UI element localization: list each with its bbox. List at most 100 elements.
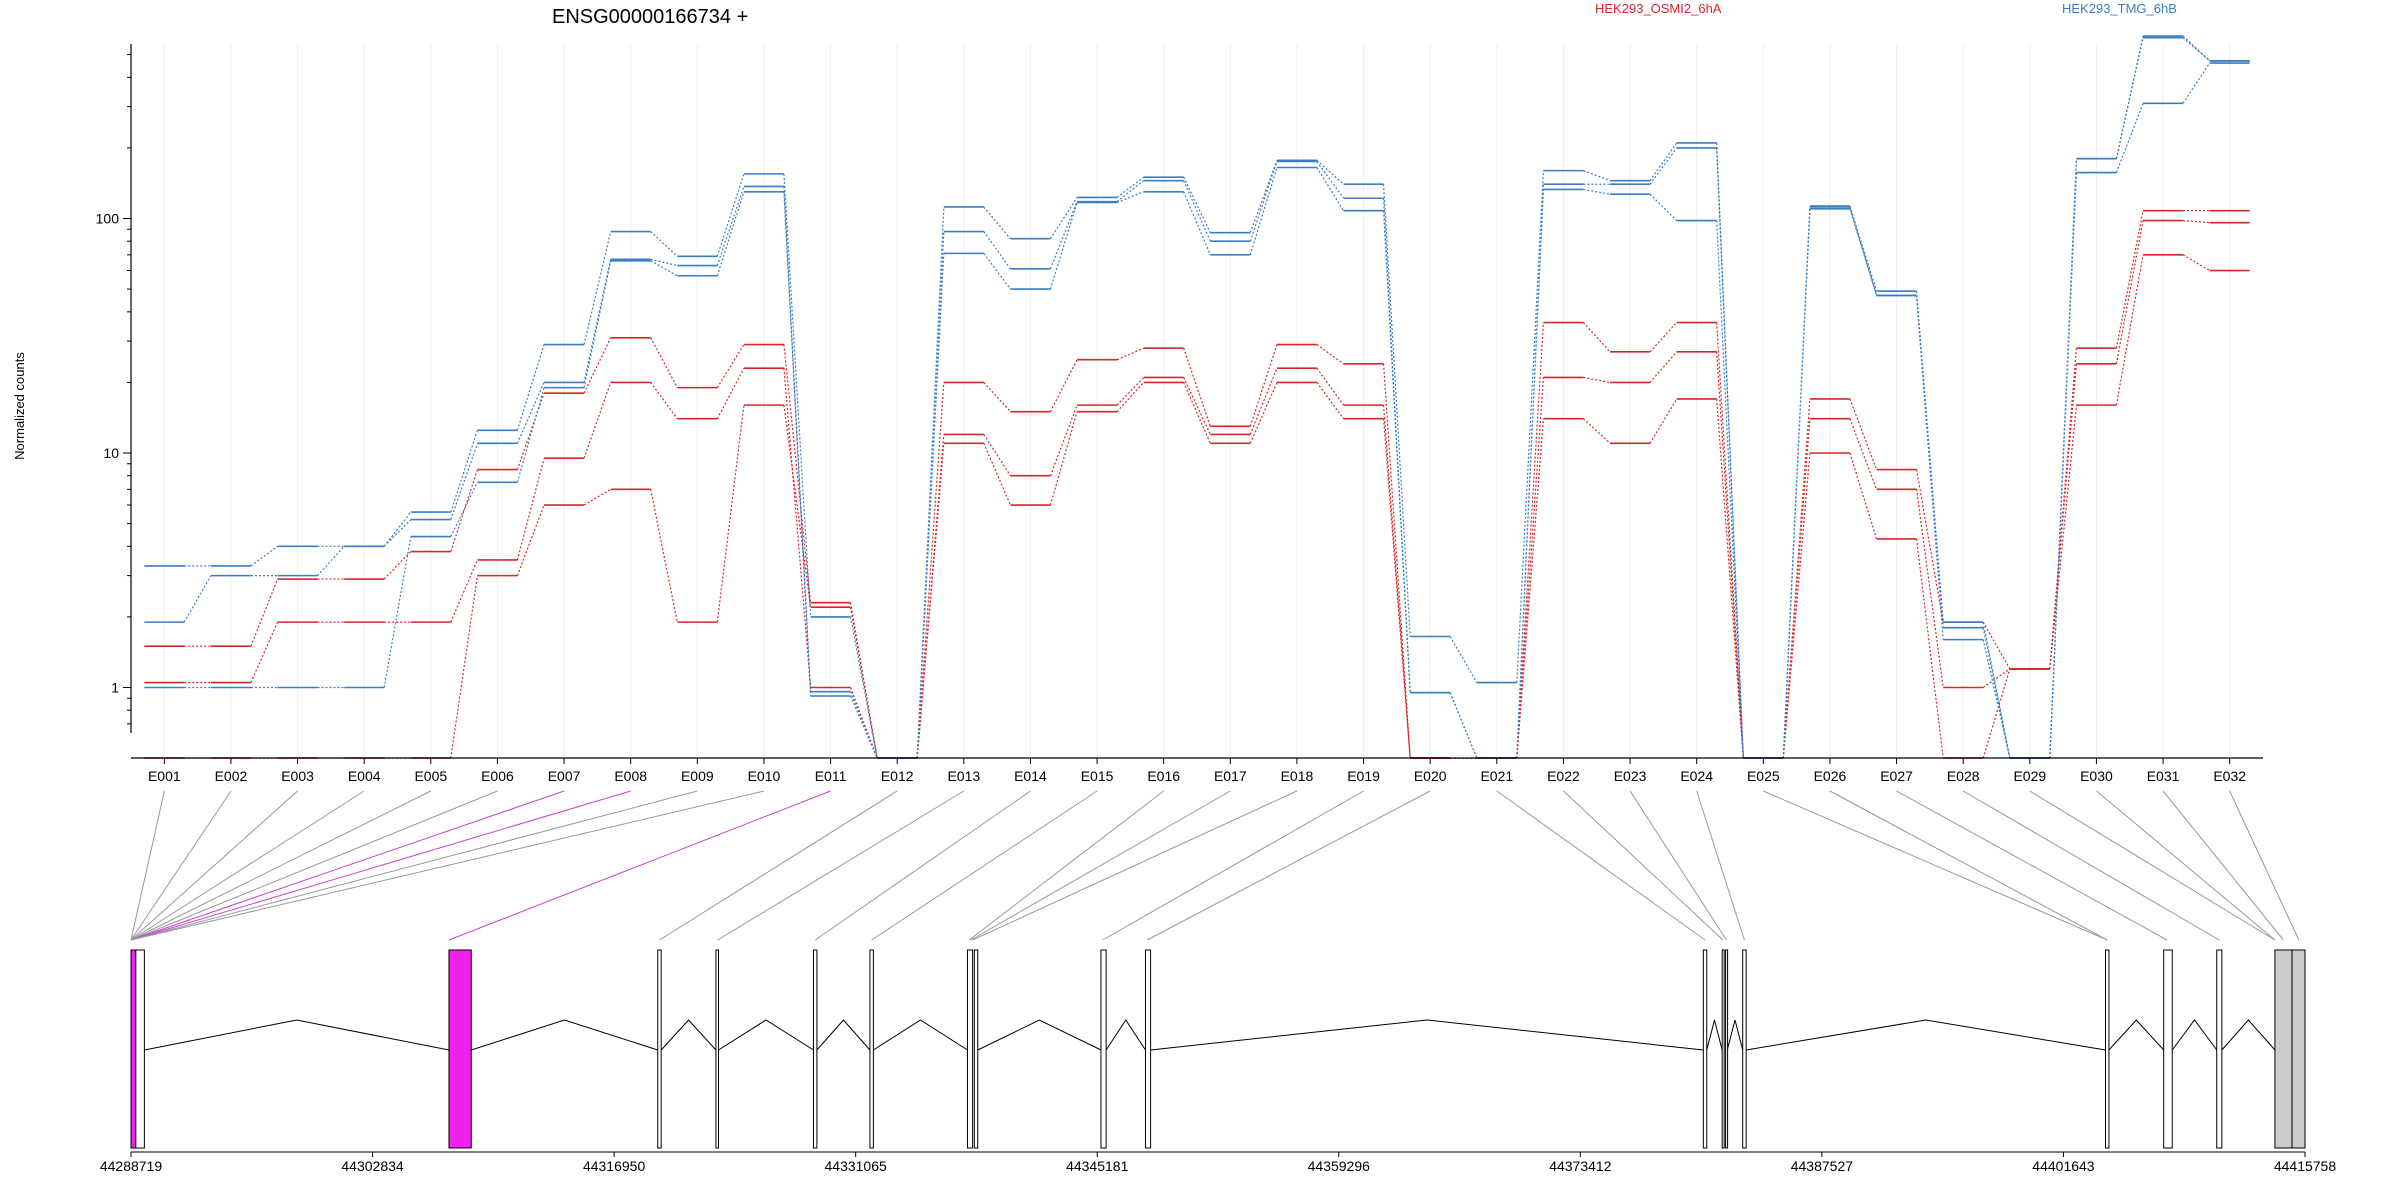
series-connector-segment [1249, 160, 1278, 233]
series-connector-segment [1116, 382, 1145, 413]
series-connector-segment [1516, 322, 1545, 759]
coord-tick-label: 44345181 [1066, 1158, 1129, 1174]
series-connector-segment [1316, 161, 1345, 199]
series-connector-segment [516, 387, 545, 483]
x-tick-label: E016 [1147, 768, 1180, 784]
exon-block [448, 949, 472, 1149]
series-connector-segment [1382, 184, 1411, 637]
series-connector-segment [1382, 418, 1411, 759]
series-connector-segment [2049, 158, 2078, 759]
exon-connector-line [130, 790, 298, 941]
series-connector-segment [783, 368, 812, 688]
exon-block [966, 949, 974, 1149]
series-connector-segment [1316, 167, 1345, 211]
exon-block [973, 949, 979, 1149]
series-connector-segment [1249, 161, 1278, 242]
exon-block [812, 949, 818, 1149]
series-connector-segment [1449, 636, 1478, 683]
x-tick-label: E012 [881, 768, 914, 784]
series-4 [144, 62, 2250, 759]
series-connector-segment [2049, 348, 2078, 669]
series-connector-segment [2115, 254, 2144, 406]
exon-block [2274, 949, 2293, 1149]
x-tick-label: E002 [215, 768, 248, 784]
series-connector-segment [1716, 220, 1744, 759]
exon-block [1144, 949, 1152, 1149]
series-connector-segment [1316, 159, 1344, 185]
series-connector-segment [1049, 197, 1078, 240]
series-connector-segment [583, 259, 612, 383]
exon-block [1742, 949, 1747, 1149]
series-connector-segment [1849, 208, 1878, 296]
exon-connector-line [2229, 790, 2300, 941]
exon-connector-line [448, 790, 831, 941]
y-tick-label: 100 [96, 211, 120, 227]
x-tick-label: E023 [1614, 768, 1647, 784]
series-connector-segment [1183, 176, 1211, 233]
series-connector-segment [1249, 167, 1278, 255]
series-connector-segment [1649, 193, 1678, 221]
series-connector-segment [516, 392, 545, 470]
series-6 [144, 35, 2250, 759]
series-connector-segment [1249, 367, 1278, 435]
series-connector-segment [1849, 206, 1878, 296]
series-connector-segment [849, 691, 878, 759]
series-connector-segment [1183, 382, 1211, 444]
chart-title: ENSG00000166734 + [552, 6, 748, 28]
exon-connector-lines [130, 790, 2300, 941]
series-connector-segment [250, 621, 279, 683]
exon-block [2291, 949, 2306, 1149]
series-connector-segment [1049, 404, 1078, 476]
series-connector-segment [383, 536, 412, 688]
exon-connector-line [130, 790, 165, 941]
series-connector-segment [916, 382, 945, 759]
exon-block [2104, 949, 2110, 1149]
exon-block [1702, 949, 1708, 1149]
series-connector-segment [1915, 538, 1944, 759]
series-connector-segment [450, 559, 479, 623]
series-connector-segment [1649, 322, 1678, 353]
coord-tick-label: 44415758 [2274, 1158, 2337, 1174]
series-connector-segment [1183, 191, 1211, 256]
x-tick-label: E019 [1347, 768, 1380, 784]
series-connector-segment [1382, 405, 1411, 759]
series-connector-segment [849, 687, 878, 759]
gene-model-track [130, 949, 2306, 1149]
exon-connector-line [871, 790, 1098, 941]
intron-line [816, 1019, 871, 1051]
exon-connector-line [1696, 790, 1745, 941]
x-axis: E001 E002 E003 E004 E005 E006 E007 E008 E009 E010… [131, 757, 2263, 784]
series-connector-segment [1782, 398, 1811, 759]
exon-connector-line [968, 790, 1164, 941]
exon-block [130, 949, 137, 1149]
exon-connector-line [130, 790, 631, 941]
series-connector-segment [1649, 147, 1678, 185]
series-lines [144, 35, 2250, 759]
series-connector-segment [583, 260, 612, 388]
series-connector-segment [716, 173, 745, 257]
exon-connector-line [130, 790, 365, 941]
series-connector-segment [2115, 210, 2144, 349]
series-connector-segment [317, 545, 345, 577]
series-connector-segment [1649, 142, 1678, 182]
x-tick-label: E020 [1414, 768, 1447, 784]
intron-line [1746, 1019, 2106, 1051]
series-connector-segment [783, 405, 812, 608]
intron-line [2108, 1019, 2165, 1051]
exon-connector-line [1629, 790, 1727, 941]
exon-block [135, 949, 145, 1149]
exon-connector-line [2029, 790, 2276, 941]
exon-block [1725, 949, 1729, 1149]
series-connector-segment [1915, 295, 1944, 628]
exon-connector-line [717, 790, 965, 941]
legend-item-tmg: HEK293_TMG_6hB [2062, 1, 2177, 16]
series-connector-segment [516, 344, 545, 431]
exon-connector-line [130, 790, 232, 941]
x-tick-label: E027 [1880, 768, 1913, 784]
series-connector-segment [183, 575, 212, 623]
series-connector-segment [1915, 469, 1944, 623]
series-connector-segment [1382, 363, 1411, 759]
series-connector-segment [650, 260, 678, 277]
exon-block [657, 949, 662, 1149]
